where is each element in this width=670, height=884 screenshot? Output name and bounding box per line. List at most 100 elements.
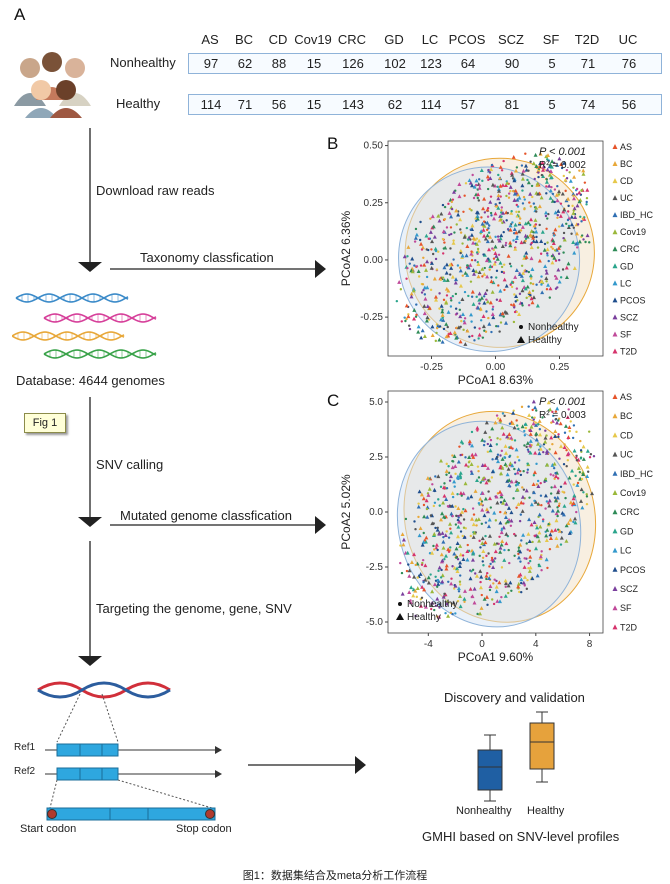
legend-item-uc: UC — [620, 193, 633, 203]
scatter-point — [491, 315, 496, 320]
scatter-point — [460, 509, 465, 514]
scatter-point — [519, 577, 524, 582]
scatter-point — [432, 234, 437, 239]
scatter-point — [544, 276, 549, 281]
scatter-point — [544, 179, 549, 184]
scatter-point — [496, 492, 500, 495]
scatter-point — [501, 221, 504, 225]
scatter-point — [405, 277, 408, 280]
scatter-point — [540, 275, 543, 278]
scatter-point — [508, 580, 513, 585]
scatter-point — [477, 199, 481, 202]
scatter-point — [520, 509, 525, 513]
scatter-point — [440, 579, 445, 584]
scatter-point — [548, 195, 553, 200]
scatter-point — [519, 513, 523, 516]
scatter-point — [458, 583, 462, 586]
scatter-point — [434, 475, 437, 478]
scatter-point — [493, 578, 496, 581]
scatter-point — [436, 579, 441, 583]
scatter-point — [423, 296, 428, 301]
scatter-point — [476, 192, 481, 197]
scatter-point — [523, 286, 528, 291]
scatter-point — [552, 255, 557, 260]
table-cell: 102 — [384, 56, 406, 71]
scatter-point — [518, 292, 522, 296]
scatter-point — [418, 526, 423, 531]
scatter-point — [490, 276, 493, 279]
scatter-point — [562, 161, 567, 165]
scatter-point — [493, 549, 498, 554]
scatter-point — [478, 302, 481, 305]
scatter-point — [457, 182, 462, 186]
scatter-point — [400, 571, 404, 575]
fig1-badge[interactable]: Fig 1 — [24, 413, 66, 433]
scatter-point — [459, 574, 462, 577]
scatter-point — [459, 514, 463, 517]
scatter-point — [429, 265, 434, 270]
scatter-point — [585, 203, 588, 206]
scatter-point — [534, 421, 537, 424]
scatter-point — [490, 312, 495, 316]
scatter-point — [558, 214, 563, 218]
scatter-point — [438, 292, 441, 295]
scatter-point — [499, 438, 502, 441]
scatter-point — [412, 574, 417, 579]
scatter-point — [534, 239, 539, 244]
scatter-point — [419, 492, 424, 497]
scatter-point — [544, 477, 548, 481]
scatter-point — [480, 522, 484, 525]
scatter-point — [482, 253, 487, 257]
scatter-point — [423, 563, 428, 568]
scatter-point — [544, 154, 549, 159]
scatter-point — [464, 462, 469, 467]
scatter-point — [411, 288, 416, 293]
scatter-point — [474, 219, 478, 223]
scatter-point — [581, 168, 586, 173]
scatter-point — [460, 494, 463, 497]
scatter-point — [446, 325, 449, 329]
scatter-point — [420, 596, 424, 599]
scatter-point — [434, 257, 438, 261]
scatter-point — [451, 600, 456, 605]
scatter-point — [500, 449, 504, 453]
scatter-point — [494, 494, 499, 499]
legend-marker — [612, 297, 618, 303]
scatter-point — [455, 474, 460, 479]
step-taxonomy: Taxonomy classfication — [140, 250, 274, 265]
scatter-point — [485, 577, 488, 581]
scatter-point — [507, 196, 511, 199]
scatter-point — [546, 566, 549, 570]
scatter-point — [482, 443, 486, 447]
scatter-point — [551, 410, 554, 414]
scatter-point — [417, 533, 422, 538]
scatter-point — [500, 425, 505, 430]
scatter-point — [472, 271, 477, 276]
scatter-point — [459, 228, 462, 231]
scatter-point — [550, 421, 553, 424]
scatter-point — [430, 589, 435, 594]
scatter-point — [509, 283, 512, 286]
scatter-point — [513, 532, 516, 536]
scatter-point — [430, 324, 435, 329]
scatter-point — [572, 186, 575, 189]
scatter-point — [487, 168, 490, 172]
scatter-point — [546, 241, 549, 244]
scatter-point — [585, 464, 590, 469]
scatter-point — [444, 611, 447, 615]
scatter-point — [523, 233, 528, 238]
legend-marker — [612, 314, 618, 320]
legend-marker — [612, 528, 618, 534]
scatter-point — [532, 223, 537, 228]
scatter-point — [422, 262, 427, 267]
scatter-point — [541, 520, 545, 523]
scatter-point — [516, 424, 519, 427]
scatter-point — [407, 568, 412, 573]
legend-triangle-icon — [517, 336, 525, 343]
scatter-point — [478, 585, 483, 590]
scatter-point — [455, 223, 458, 226]
scatter-point — [491, 458, 494, 461]
scatter-point — [553, 434, 558, 438]
scatter-point — [521, 304, 524, 307]
scatter-point — [475, 214, 480, 218]
